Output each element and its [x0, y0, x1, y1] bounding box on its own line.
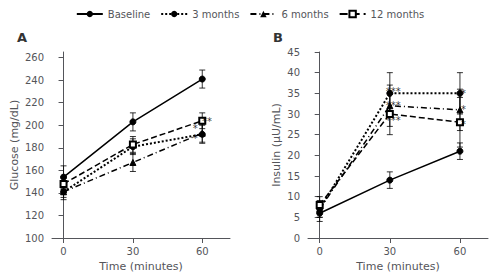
svg-text:45: 45 — [287, 47, 300, 58]
svg-text:Glucose (mg/dL): Glucose (mg/dL) — [8, 100, 21, 190]
svg-text:60: 60 — [196, 246, 209, 257]
svg-text:30: 30 — [383, 246, 396, 257]
svg-text:10: 10 — [287, 191, 300, 202]
svg-text:A: A — [17, 30, 27, 45]
svg-text:***: *** — [386, 115, 401, 126]
svg-text:35: 35 — [287, 88, 300, 99]
svg-text:**: ** — [202, 116, 212, 127]
svg-text:160: 160 — [25, 165, 44, 176]
svg-text:220: 220 — [25, 97, 44, 108]
svg-text:20: 20 — [287, 150, 300, 161]
svg-text:15: 15 — [287, 171, 300, 182]
svg-text:240: 240 — [25, 75, 44, 86]
svg-text:*: * — [461, 104, 466, 115]
svg-text:180: 180 — [25, 142, 44, 153]
svg-text:30: 30 — [287, 109, 300, 120]
svg-text:***: *** — [386, 100, 401, 111]
svg-text:0: 0 — [60, 246, 66, 257]
svg-text:***: *** — [386, 86, 401, 97]
svg-text:Time (minutes): Time (minutes) — [98, 260, 183, 273]
svg-text:*: * — [461, 88, 466, 99]
svg-text:*: * — [193, 133, 198, 144]
svg-text:60: 60 — [454, 246, 467, 257]
svg-text:260: 260 — [25, 52, 44, 63]
svg-text:0: 0 — [317, 246, 323, 257]
svg-text:100: 100 — [25, 233, 44, 244]
svg-text:5: 5 — [294, 212, 300, 223]
svg-text:*: * — [461, 119, 466, 130]
svg-text:140: 140 — [25, 187, 44, 198]
svg-text:Time (minutes): Time (minutes) — [355, 260, 440, 273]
svg-text:25: 25 — [287, 129, 300, 140]
svg-text:6 months: 6 months — [281, 9, 328, 20]
svg-text:200: 200 — [25, 120, 44, 131]
svg-text:0: 0 — [294, 233, 300, 244]
svg-text:120: 120 — [25, 210, 44, 221]
svg-text:3 months: 3 months — [192, 9, 239, 20]
svg-text:30: 30 — [127, 246, 140, 257]
svg-text:12 months: 12 months — [371, 9, 425, 20]
svg-text:Baseline: Baseline — [108, 9, 150, 20]
svg-text:Insulin (μU/mL): Insulin (μU/mL) — [270, 103, 283, 187]
svg-text:40: 40 — [287, 67, 300, 78]
svg-text:B: B — [273, 30, 283, 45]
